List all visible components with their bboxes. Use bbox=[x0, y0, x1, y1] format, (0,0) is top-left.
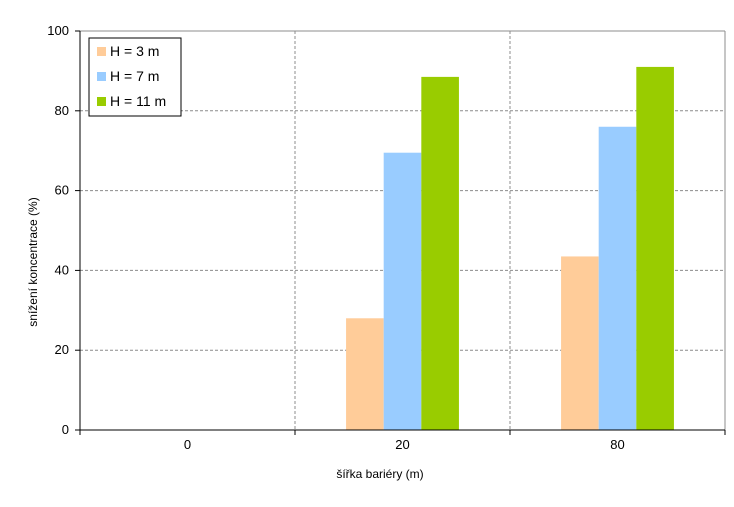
legend-swatch bbox=[97, 97, 106, 106]
y-axis-label: snížení koncentrace (%) bbox=[26, 197, 40, 326]
x-tick-label: 0 bbox=[184, 437, 191, 452]
y-tick-labels: 0 20 40 60 80 100 bbox=[47, 23, 69, 437]
legend-swatch bbox=[97, 72, 106, 81]
bar bbox=[346, 318, 384, 430]
x-tick-label: 80 bbox=[610, 437, 624, 452]
bar bbox=[636, 66, 674, 430]
bar bbox=[421, 76, 459, 430]
y-tick-label: 80 bbox=[55, 103, 69, 118]
x-tick-labels: 0 20 80 bbox=[184, 437, 625, 452]
y-tick-label: 40 bbox=[55, 262, 69, 277]
axes bbox=[75, 30, 726, 435]
y-tick-label: 60 bbox=[55, 183, 69, 198]
x-tick-label: 20 bbox=[395, 437, 409, 452]
y-tick-label: 0 bbox=[62, 422, 69, 437]
bar bbox=[598, 126, 637, 430]
legend: H = 3 m H = 7 m H = 11 m bbox=[88, 37, 182, 117]
legend-label: H = 11 m bbox=[110, 93, 166, 109]
bar bbox=[561, 256, 599, 430]
legend-label: H = 3 m bbox=[110, 43, 159, 59]
bars bbox=[346, 66, 674, 430]
y-tick-label: 100 bbox=[47, 23, 69, 38]
y-tick-label: 20 bbox=[55, 342, 69, 357]
legend-label: H = 7 m bbox=[110, 68, 159, 84]
legend-swatch bbox=[97, 47, 106, 56]
bar bbox=[383, 152, 422, 430]
x-axis-label: šířka bariéry (m) bbox=[336, 467, 423, 481]
